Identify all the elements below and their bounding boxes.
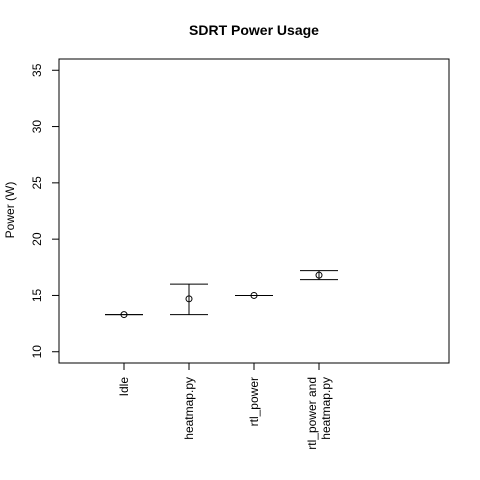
y-tick-label: 25 [30,176,44,190]
x-tick-label-line: heatmap.py [319,377,333,440]
x-tick-label-line: Idle [117,377,131,397]
data-point [315,271,323,279]
x-tick-label-line: heatmap.py [182,377,196,440]
x-tick-label-line: rtl_power [247,377,261,426]
chart-title: SDRT Power Usage [189,22,319,38]
x-axis: Idle heatmap.py rtl_power rtl_power andheat… [117,362,333,450]
data-point [250,291,258,299]
y-axis-label: Power (W) [3,182,17,239]
data-point [185,295,193,303]
y-tick-label: 35 [30,63,44,77]
y-tick-label: 30 [30,120,44,134]
y-tick-label: 10 [30,345,44,359]
x-tick-label: rtl_power andheatmap.py [305,377,333,450]
plot-frame [58,58,450,364]
y-tick-label: 15 [30,288,44,302]
data-point [120,311,128,319]
y-tick-label: 20 [30,232,44,246]
x-tick-label: Idle [117,377,131,397]
y-axis: 10 15 20 25 30 35 [30,63,60,359]
x-tick-label: rtl_power [247,377,261,426]
x-tick-label-line: rtl_power and [305,377,319,450]
series-points [105,270,338,319]
x-tick-label: heatmap.py [182,377,196,440]
